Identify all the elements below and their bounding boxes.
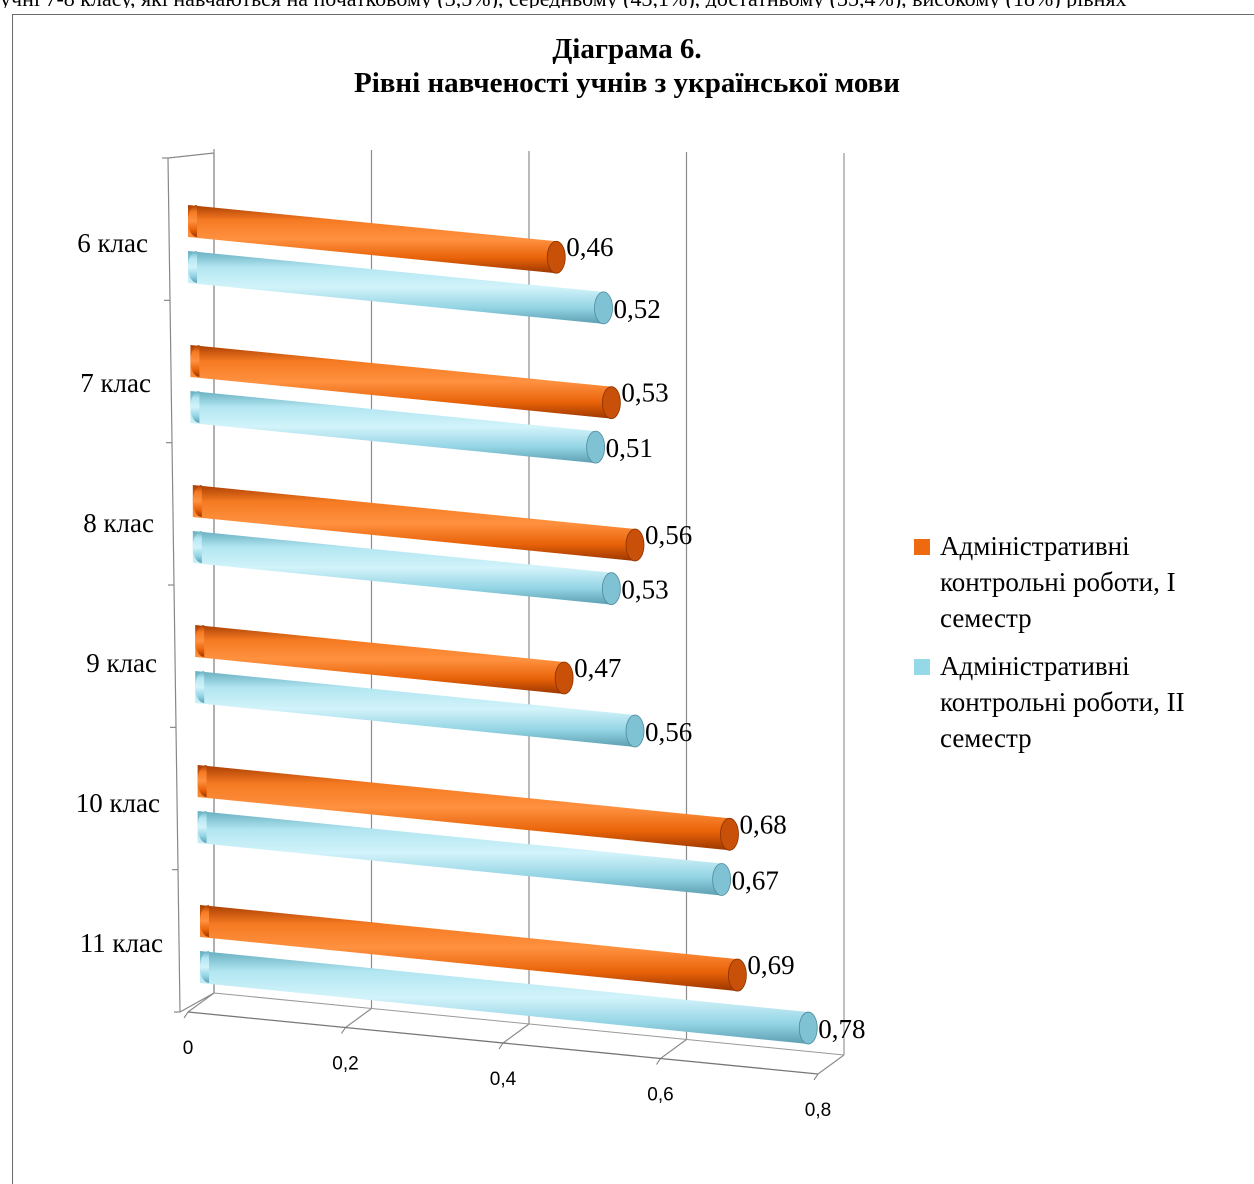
bar-left-cap-0-5 xyxy=(200,905,209,937)
value-label-0-1: 0,53 xyxy=(621,378,668,408)
value-label-1-0: 0,52 xyxy=(614,294,661,324)
legend-label-semester-2-line-1: Адміністративні xyxy=(940,651,1130,681)
value-label-1-5: 0,78 xyxy=(818,1014,865,1044)
chart-title-line-2: Рівні навченості учнів з української мов… xyxy=(354,67,900,99)
bar-end-cap-0-4 xyxy=(720,817,739,851)
legend-label-semester-1-line-1: Адміністративні xyxy=(940,531,1130,561)
value-label-0-5: 0,69 xyxy=(747,950,794,980)
legend-label-semester-1-line-3: семестр xyxy=(940,603,1032,633)
x-tick-mark-3 xyxy=(656,1058,661,1065)
floor-gridline-0 xyxy=(187,992,215,1013)
bar-0-3 xyxy=(195,625,565,695)
bar-end-cap-1-1 xyxy=(586,430,606,464)
bar-left-cap-1-1 xyxy=(190,391,200,423)
chart-title: Діаграма 6. Рівні навченості учнів з укр… xyxy=(0,32,1254,100)
value-label-1-2: 0,53 xyxy=(621,575,668,605)
bar-left-cap-0-3 xyxy=(195,625,205,657)
value-label-1-3: 0,56 xyxy=(645,717,692,747)
bar-end-cap-0-2 xyxy=(625,528,645,562)
bar-1-2 xyxy=(192,531,612,605)
bar-left-cap-1-5 xyxy=(200,951,209,983)
bar-end-cap-1-3 xyxy=(625,714,645,748)
bar-end-cap-1-5 xyxy=(798,1011,818,1045)
bar-0-1 xyxy=(190,345,612,419)
value-label-0-2: 0,56 xyxy=(645,520,692,550)
floor-gridline-2 xyxy=(502,1023,530,1044)
bar-1-3 xyxy=(195,671,635,747)
x-tick-label-3: 0,6 xyxy=(647,1085,673,1106)
x-tick-label-1: 0,2 xyxy=(332,1054,358,1075)
category-label-5: 11 клас xyxy=(80,928,163,958)
chart-axes xyxy=(162,153,845,1081)
floor-gridline-3 xyxy=(660,1039,687,1059)
legend-swatch-semester-2 xyxy=(914,659,930,675)
bar-end-cap-1-4 xyxy=(712,863,732,896)
bar-0-2 xyxy=(192,485,636,561)
x-tick-mark-1 xyxy=(341,1027,346,1034)
legend-item-semester-2: Адміністративні контрольні роботи, ІІ се… xyxy=(914,648,1244,756)
value-label-0-4: 0,68 xyxy=(740,809,787,839)
bar-end-cap-1-2 xyxy=(601,572,621,606)
bar-1-0 xyxy=(188,251,604,324)
bar-end-cap-0-5 xyxy=(727,958,747,992)
category-label-2: 8 клас xyxy=(83,508,154,538)
bar-1-5 xyxy=(200,951,809,1045)
category-label-0: 6 клас xyxy=(77,228,148,258)
category-label-4: 10 клас xyxy=(76,788,160,818)
value-label-0-3: 0,47 xyxy=(574,653,621,683)
floor-gridline-4 xyxy=(817,1054,845,1075)
legend-swatch-semester-1 xyxy=(914,539,930,555)
category-label-1: 7 клас xyxy=(80,368,151,398)
chart-tick-labels: 0 0,2 0,4 0,6 0,8 xyxy=(183,1038,832,1121)
legend-label-semester-2-line-3: семестр xyxy=(940,723,1032,753)
bar-0-0 xyxy=(188,205,557,274)
bar-end-cap-0-3 xyxy=(554,661,574,695)
bar-1-4 xyxy=(197,811,722,896)
bar-end-cap-0-0 xyxy=(546,240,566,274)
chart-legend: Адміністративні контрольні роботи, І сем… xyxy=(914,528,1244,768)
bar-left-cap-0-1 xyxy=(190,345,200,377)
bar-end-cap-0-1 xyxy=(601,386,621,420)
chart-bars xyxy=(188,205,818,1045)
value-label-1-1: 0,51 xyxy=(606,433,653,463)
legend-label-semester-2-line-2: контрольні роботи, ІІ xyxy=(940,687,1185,717)
floor-back-edge xyxy=(213,992,845,1056)
bar-end-cap-1-0 xyxy=(594,291,613,325)
floor-left-edge xyxy=(179,992,215,1013)
chart-category-labels: 6 клас 7 клас 8 клас 9 клас 10 клас 11 клас xyxy=(76,228,163,958)
bar-0-4 xyxy=(197,765,730,851)
x-tick-label-4: 0,8 xyxy=(805,1100,831,1121)
legend-label-semester-1-line-2: контрольні роботи, І xyxy=(940,567,1176,597)
category-label-3: 9 клас xyxy=(86,648,157,678)
value-label-1-4: 0,67 xyxy=(732,866,779,896)
x-tick-mark-2 xyxy=(498,1042,504,1050)
bar-0-5 xyxy=(200,905,738,992)
x-tick-mark-4 xyxy=(813,1073,819,1081)
bar-1-1 xyxy=(190,391,596,464)
bar-left-cap-1-4 xyxy=(197,811,207,843)
x-tick-label-0: 0 xyxy=(183,1038,194,1059)
bar-left-cap-0-2 xyxy=(192,485,202,517)
bar-left-cap-0-4 xyxy=(197,765,207,797)
bar-left-cap-1-2 xyxy=(192,531,202,563)
bar-left-cap-1-3 xyxy=(195,671,205,703)
bar-left-cap-0-0 xyxy=(188,205,197,237)
legend-item-semester-1: Адміністративні контрольні роботи, І сем… xyxy=(914,528,1244,636)
top-cut-text: учні 7-8 класу, які навчаються на початк… xyxy=(0,0,1254,8)
x-tick-label-2: 0,4 xyxy=(490,1069,517,1090)
x-tick-mark-0 xyxy=(183,1011,189,1019)
chart-frame xyxy=(12,14,1254,1184)
floor-gridline-1 xyxy=(345,1008,372,1028)
top-edge xyxy=(167,152,215,159)
value-label-0-0: 0,46 xyxy=(566,232,613,262)
chart-title-line-1: Діаграма 6. xyxy=(552,33,702,65)
bar-left-cap-1-0 xyxy=(188,251,197,283)
chart-value-labels: 0,46 0,52 0,53 0,51 0,56 0,53 0,47 0,56 0,68 0,67… xyxy=(566,232,865,1044)
